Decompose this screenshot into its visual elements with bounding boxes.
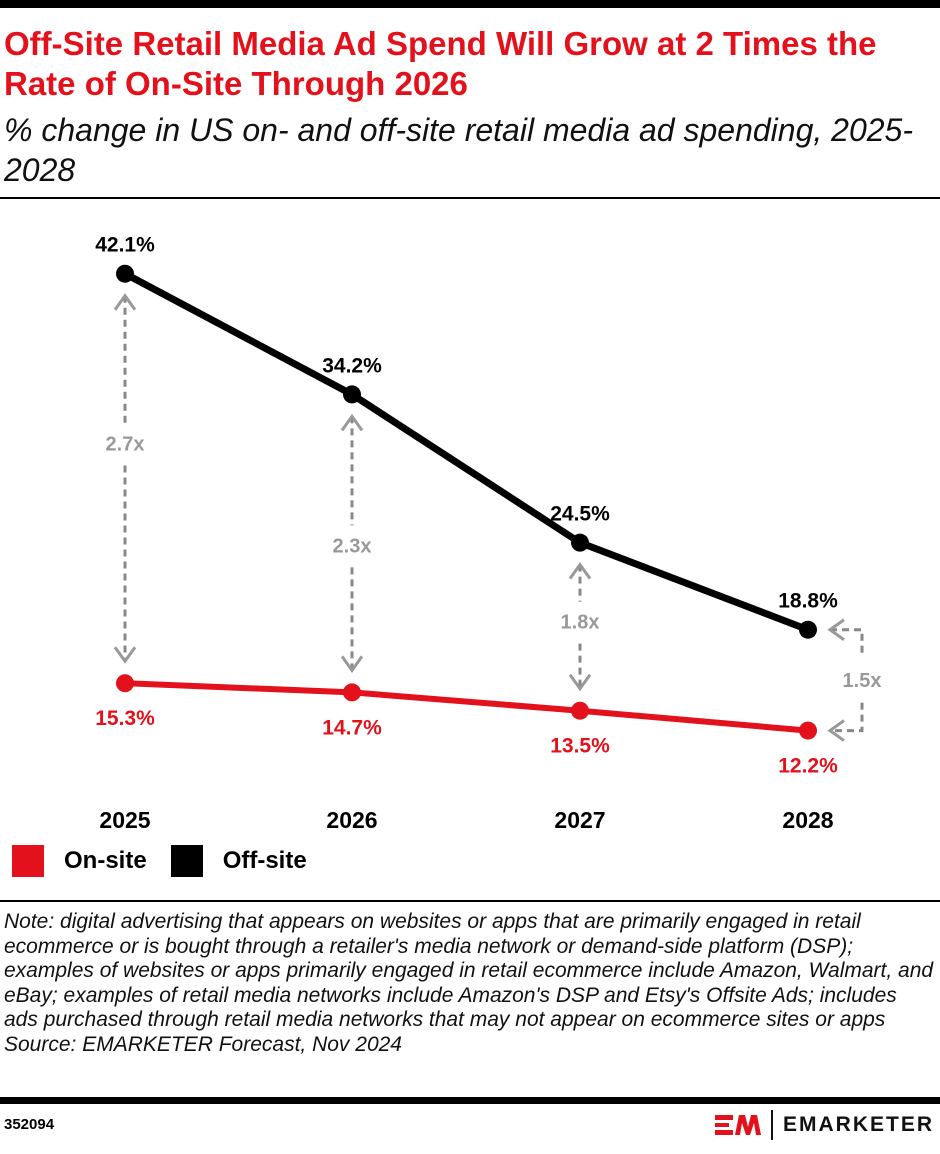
- chart-subtitle: % change in US on- and off-site retail m…: [4, 112, 913, 188]
- ratio-label: 2.3x: [333, 535, 372, 557]
- data-point: [799, 721, 817, 740]
- data-label: 12.2%: [778, 755, 838, 778]
- chart-title: Off-Site Retail Media Ad Spend Will Grow…: [4, 25, 877, 102]
- x-tick-label: 2026: [326, 807, 377, 833]
- note: Note: digital advertising that appears o…: [4, 910, 934, 1057]
- divider: [0, 197, 940, 199]
- em-logo-icon: [714, 1115, 761, 1135]
- arrow-left-icon: [827, 618, 845, 641]
- ratio-label: 1.5x: [843, 670, 882, 692]
- arrow-down-icon: [113, 646, 137, 664]
- data-point: [116, 264, 134, 283]
- data-point: [799, 620, 817, 639]
- note-text: Note: digital advertising that appears o…: [4, 910, 934, 1031]
- emarketer-logo: EMARKETER: [714, 1110, 934, 1140]
- data-label: 42.1%: [95, 234, 155, 257]
- series-line-on-site: [124, 680, 809, 734]
- ratio-label: 1.8x: [561, 612, 600, 634]
- legend-label-off-site: Off-site: [222, 847, 307, 874]
- brand-name: EMARKETER: [782, 1113, 934, 1136]
- arrow-up-icon: [568, 562, 592, 580]
- legend: On-site Off-site: [12, 845, 307, 877]
- data-label: 15.3%: [95, 707, 155, 730]
- ratio-label: 2.7x: [106, 433, 145, 455]
- data-point: [343, 683, 361, 702]
- data-label: 13.5%: [550, 735, 610, 758]
- x-tick-label: 2025: [99, 807, 150, 833]
- data-point: [571, 533, 589, 552]
- data-label: 24.5%: [550, 503, 610, 526]
- ratio-bracket: [830, 702, 864, 733]
- arrow-down-icon: [568, 673, 592, 692]
- arrow-left-icon: [827, 719, 845, 742]
- divider: [0, 900, 940, 902]
- arrow-up-icon: [113, 293, 137, 311]
- data-label: 14.7%: [322, 716, 382, 739]
- bottom-bar: [0, 1097, 940, 1104]
- data-point: [116, 674, 134, 693]
- ratio-bracket: [830, 628, 864, 658]
- legend-swatch-on-site: [12, 845, 44, 877]
- data-point: [343, 385, 361, 404]
- logo-divider: [770, 1110, 773, 1140]
- arrow-up-icon: [340, 413, 364, 432]
- legend-swatch-off-site: [170, 845, 203, 877]
- data-point: [571, 701, 589, 720]
- arrow-down-icon: [340, 655, 364, 673]
- x-tick-label: 2027: [554, 807, 605, 833]
- top-bar: [0, 0, 940, 8]
- series-line-off-site: [123, 270, 810, 634]
- legend-label-on-site: On-site: [64, 847, 147, 874]
- line-chart: 2.7x 2.3x 1.8x 1.5x 15.3% 14.7% 13.5% 12.2% 42.1…: [95, 234, 882, 833]
- data-label: 34.2%: [322, 354, 382, 377]
- chart-id: 352094: [4, 1116, 55, 1133]
- source-text: Source: EMARKETER Forecast, Nov 2024: [4, 1032, 402, 1056]
- data-label: 18.8%: [778, 590, 838, 613]
- x-tick-label: 2028: [782, 807, 833, 833]
